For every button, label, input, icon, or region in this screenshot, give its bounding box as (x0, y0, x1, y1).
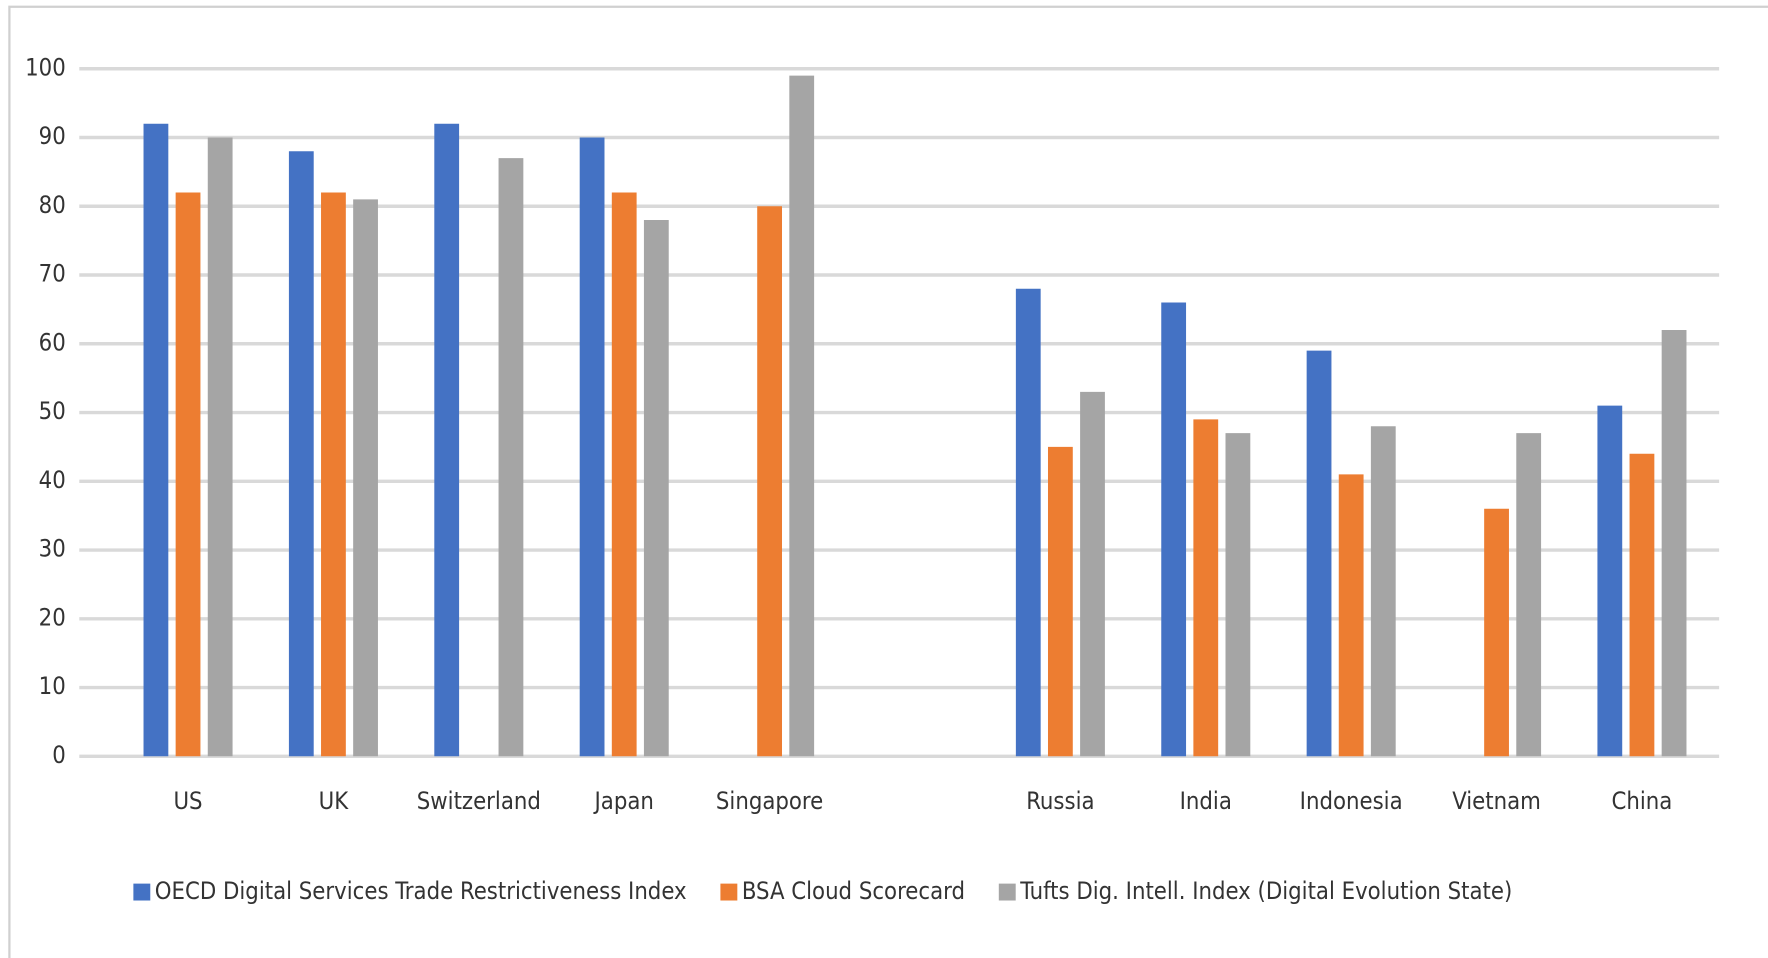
bar (321, 192, 346, 757)
bar (643, 220, 669, 757)
x-tick-label: Japan (593, 787, 654, 815)
bar (288, 151, 314, 757)
bar (353, 199, 378, 757)
bar (1080, 391, 1105, 757)
bar (1015, 288, 1041, 757)
x-tick-label: Switzerland (417, 787, 541, 815)
bar (1047, 446, 1073, 757)
x-tick-label: UK (319, 787, 350, 815)
bar (1370, 426, 1396, 757)
legend-swatch (720, 883, 738, 901)
y-tick-label: 100 (25, 53, 66, 81)
bar (1629, 453, 1655, 757)
bar (1161, 302, 1187, 757)
y-tick-label: 40 (39, 466, 66, 494)
chart-border (8, 5, 1768, 958)
legend-swatch (998, 883, 1016, 901)
bar (757, 206, 783, 757)
bar (1338, 474, 1364, 757)
x-tick-label: Vietnam (1452, 787, 1541, 815)
bar (579, 137, 605, 757)
legend-swatch (133, 883, 151, 901)
bar (1597, 405, 1623, 757)
bar (1225, 433, 1251, 757)
y-tick-label: 30 (39, 535, 66, 563)
bar (175, 192, 201, 757)
x-tick-label: India (1180, 787, 1232, 815)
x-tick-label: US (173, 787, 202, 815)
bar (1306, 350, 1332, 757)
y-tick-label: 0 (52, 741, 66, 769)
x-tick-label: Singapore (716, 787, 823, 815)
legend-label: Tufts Dig. Intell. Index (Digital Evolut… (1019, 877, 1512, 905)
y-tick-label: 10 (39, 672, 66, 700)
bar (143, 123, 169, 757)
x-tick-label: Indonesia (1300, 787, 1403, 815)
bar (434, 123, 460, 757)
x-tick-label: Russia (1026, 787, 1094, 815)
bar (1516, 433, 1542, 757)
bar (1484, 508, 1509, 757)
bar (789, 75, 815, 757)
x-tick-label: China (1612, 787, 1673, 815)
legend-label: BSA Cloud Scorecard (742, 877, 965, 905)
bar (1193, 419, 1219, 757)
bar (207, 137, 233, 757)
y-tick-label: 90 (39, 122, 66, 150)
legend-label: OECD Digital Services Trade Restrictiven… (155, 877, 687, 905)
y-tick-label: 50 (39, 397, 66, 425)
y-tick-label: 80 (39, 191, 66, 219)
y-tick-label: 70 (39, 260, 66, 288)
bar (611, 192, 637, 757)
y-tick-label: 60 (39, 328, 66, 356)
y-tick-label: 20 (39, 603, 66, 631)
bar (1661, 330, 1687, 757)
bar (498, 158, 524, 757)
